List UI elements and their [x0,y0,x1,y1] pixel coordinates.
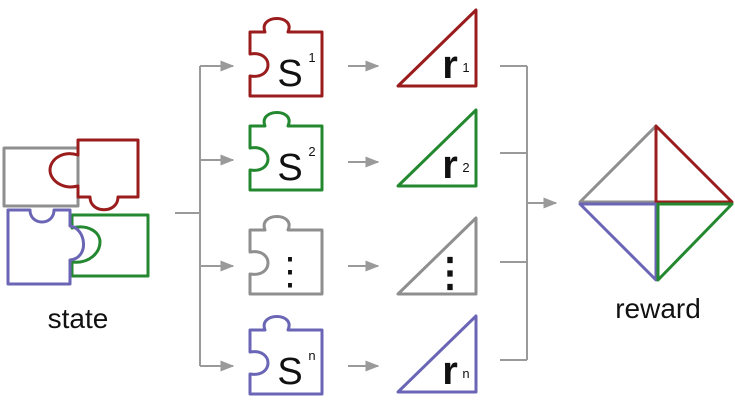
state-piece-blue [6,208,85,286]
substate-index: 2 [308,144,315,159]
subreward-index: 1 [462,60,469,75]
reward-label: reward [615,293,701,324]
puzzle-piece-icon [248,215,324,296]
split-arrows [175,60,235,372]
subreward-letter: r [442,349,458,393]
subreward-index: n [462,366,469,381]
state-piece-red [48,138,140,212]
state-puzzle-icon [2,138,150,286]
puzzle-piece-icon [248,315,324,396]
triangle-icon [396,314,478,394]
substate-letter: S [277,53,302,95]
triangle-icon [396,108,478,188]
subreward-index: 2 [462,160,469,175]
substate-pieces: S 1S 2⋮S n [248,17,324,396]
reward-part-blue [578,202,658,282]
subreward-letter: ⋮ [430,251,470,295]
reward-part-green [656,202,734,282]
triangle-icon [396,216,478,296]
substate-letter: S [277,351,302,393]
state-label: state [48,303,109,334]
triangle-icon [396,8,478,88]
merge-arrows [500,65,558,361]
subreward-letter: r [442,143,458,187]
piece-to-reward-arrows [348,60,380,372]
puzzle-piece-icon [248,111,324,192]
reward-diamond-icon [578,124,734,282]
puzzle-piece-icon [248,17,324,98]
subreward-letter: r [442,43,458,87]
substate-piece-3: ⋮ [248,215,324,296]
substate-index: 1 [308,50,315,65]
subreward-triangles: r 1r 2⋮r n [396,8,478,394]
subreward-triangle-3: ⋮ [396,216,478,296]
reward-part-red [654,124,734,204]
substate-index: n [308,348,315,363]
substate-letter: S [277,147,302,189]
reward-part-gray [578,124,658,204]
state-piece-green [70,213,150,278]
substate-letter: ⋮ [271,251,309,293]
state-piece-gray [2,146,80,208]
